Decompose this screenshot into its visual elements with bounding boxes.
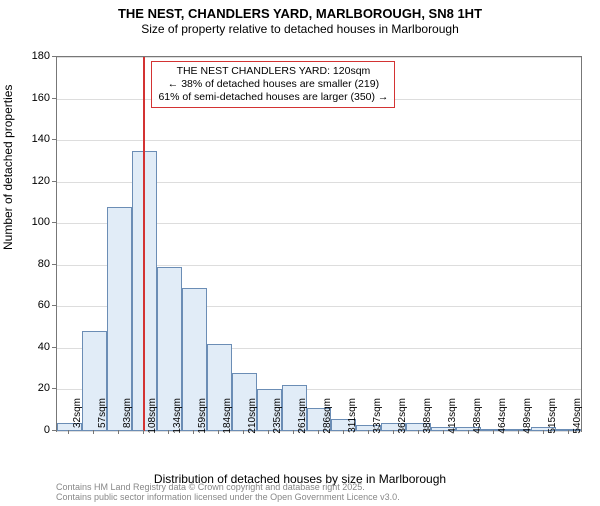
x-tick-mark — [368, 430, 369, 434]
x-tick-label: 159sqm — [197, 398, 208, 438]
x-tick-mark — [318, 430, 319, 434]
x-tick-label: 337sqm — [372, 398, 383, 438]
y-tick-label: 40 — [10, 341, 50, 353]
y-tick-label: 0 — [10, 424, 50, 436]
x-tick-mark — [168, 430, 169, 434]
x-tick-label: 464sqm — [497, 398, 508, 438]
x-tick-label: 286sqm — [322, 398, 333, 438]
y-tick-mark — [52, 264, 56, 265]
y-tick-mark — [52, 305, 56, 306]
y-tick-mark — [52, 56, 56, 57]
x-tick-mark — [243, 430, 244, 434]
x-tick-mark — [543, 430, 544, 434]
annotation-line3: 61% of semi-detached houses are larger (… — [158, 91, 388, 104]
x-tick-mark — [468, 430, 469, 434]
y-tick-mark — [52, 181, 56, 182]
x-tick-mark — [568, 430, 569, 434]
x-tick-label: 413sqm — [447, 398, 458, 438]
x-tick-label: 311sqm — [347, 398, 358, 438]
grid-line — [57, 57, 581, 58]
y-tick-label: 80 — [10, 258, 50, 270]
x-tick-mark — [343, 430, 344, 434]
x-tick-label: 57sqm — [97, 398, 108, 438]
y-tick-label: 60 — [10, 299, 50, 311]
y-tick-label: 140 — [10, 133, 50, 145]
x-tick-mark — [268, 430, 269, 434]
y-tick-mark — [52, 222, 56, 223]
y-tick-label: 180 — [10, 50, 50, 62]
annotation-box: THE NEST CHANDLERS YARD: 120sqm ← 38% of… — [151, 61, 395, 108]
x-tick-mark — [93, 430, 94, 434]
x-tick-mark — [193, 430, 194, 434]
x-tick-label: 438sqm — [472, 398, 483, 438]
marker-line — [143, 57, 145, 431]
y-tick-label: 100 — [10, 216, 50, 228]
x-tick-label: 362sqm — [397, 398, 408, 438]
footer-line1: Contains HM Land Registry data © Crown c… — [56, 482, 400, 492]
plot-area: THE NEST CHANDLERS YARD: 120sqm ← 38% of… — [56, 56, 582, 432]
x-tick-label: 515sqm — [547, 398, 558, 438]
x-tick-label: 134sqm — [172, 398, 183, 438]
x-tick-mark — [118, 430, 119, 434]
x-tick-mark — [218, 430, 219, 434]
x-tick-label: 388sqm — [422, 398, 433, 438]
x-tick-label: 235sqm — [272, 398, 283, 438]
x-tick-label: 261sqm — [297, 398, 308, 438]
y-tick-mark — [52, 388, 56, 389]
y-tick-mark — [52, 430, 56, 431]
x-tick-mark — [518, 430, 519, 434]
x-tick-mark — [418, 430, 419, 434]
y-tick-label: 160 — [10, 92, 50, 104]
y-tick-label: 120 — [10, 175, 50, 187]
x-tick-label: 108sqm — [147, 398, 158, 438]
y-tick-label: 20 — [10, 382, 50, 394]
grid-line — [57, 140, 581, 141]
x-tick-label: 210sqm — [247, 398, 258, 438]
footer-line2: Contains public sector information licen… — [56, 492, 400, 502]
x-tick-mark — [68, 430, 69, 434]
footer-note: Contains HM Land Registry data © Crown c… — [56, 482, 400, 502]
x-tick-mark — [393, 430, 394, 434]
annotation-line2: ← 38% of detached houses are smaller (21… — [158, 78, 388, 91]
x-tick-mark — [143, 430, 144, 434]
y-tick-mark — [52, 98, 56, 99]
annotation-line1: THE NEST CHANDLERS YARD: 120sqm — [158, 65, 388, 78]
chart-title: THE NEST, CHANDLERS YARD, MARLBOROUGH, S… — [0, 6, 600, 21]
x-tick-label: 489sqm — [522, 398, 533, 438]
x-tick-label: 540sqm — [572, 398, 583, 438]
x-tick-mark — [293, 430, 294, 434]
x-tick-label: 32sqm — [72, 398, 83, 438]
x-tick-label: 184sqm — [222, 398, 233, 438]
x-tick-label: 83sqm — [122, 398, 133, 438]
chart-subtitle: Size of property relative to detached ho… — [0, 22, 600, 36]
y-tick-mark — [52, 139, 56, 140]
y-tick-mark — [52, 347, 56, 348]
x-tick-mark — [493, 430, 494, 434]
x-tick-mark — [443, 430, 444, 434]
